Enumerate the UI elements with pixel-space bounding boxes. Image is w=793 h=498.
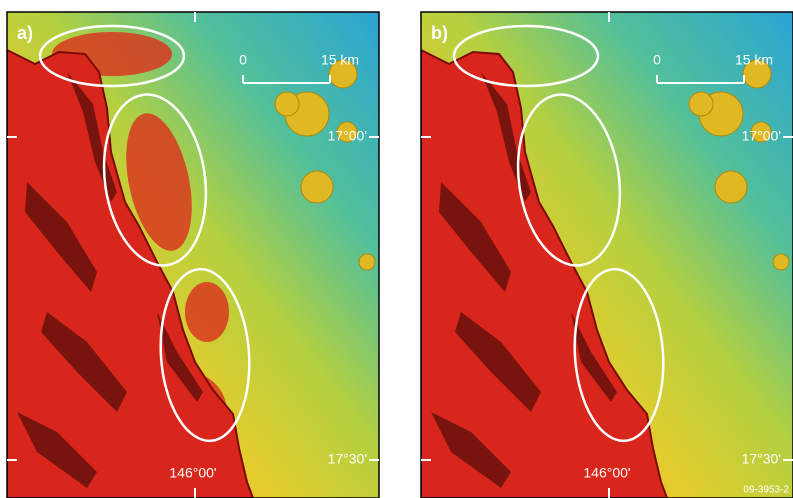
highlight-ellipse: [573, 267, 665, 443]
island: [336, 121, 358, 143]
highlight-ellipse: [516, 93, 622, 267]
island: [274, 91, 300, 117]
island: [358, 253, 376, 271]
highlight-ellipse: [102, 93, 208, 267]
island: [688, 91, 714, 117]
island: [300, 170, 334, 204]
latitude-label: 17°00': [328, 128, 367, 144]
panel-label: a): [17, 23, 33, 43]
relief-shadow: [25, 182, 97, 292]
relief-shadow: [455, 312, 541, 412]
relief-shadow: [17, 412, 97, 488]
island: [750, 121, 772, 143]
map-area: [7, 12, 379, 498]
island: [772, 253, 790, 271]
figure-id: 09-3953-2: [743, 485, 789, 496]
island: [714, 170, 748, 204]
plume: [126, 113, 192, 251]
longitude-label: 146°00': [169, 465, 216, 481]
relief-shadow: [571, 312, 617, 402]
latitude-label: 17°30': [328, 451, 367, 467]
map-area: [421, 12, 793, 498]
latitude-label: 17°30': [742, 451, 781, 467]
map-panel: a) 0 15 km 17°00' 17°30' 146°00': [6, 11, 380, 498]
highlight-ellipse: [159, 267, 251, 443]
island: [328, 59, 358, 89]
highlight-ellipse: [452, 24, 600, 88]
island: [742, 59, 772, 89]
scale-start: 0: [653, 52, 661, 68]
panel-label: b): [431, 23, 448, 43]
longitude-label: 146°00': [583, 465, 630, 481]
relief-shadow: [431, 412, 511, 488]
relief-shadow: [41, 312, 127, 412]
highlight-ellipse: [38, 24, 186, 88]
scale-end: 15 km: [735, 52, 773, 68]
panel-frame: [6, 11, 380, 498]
scale-end: 15 km: [321, 52, 359, 68]
scale-start: 0: [239, 52, 247, 68]
relief-shadow: [439, 182, 511, 292]
map-panel: b) 0 15 km 17°00' 17°30' 146°00' 09-3953-2: [420, 11, 793, 498]
panel-frame: [420, 11, 793, 498]
latitude-label: 17°00': [742, 128, 781, 144]
relief-shadow: [157, 312, 203, 402]
plume: [185, 282, 229, 342]
